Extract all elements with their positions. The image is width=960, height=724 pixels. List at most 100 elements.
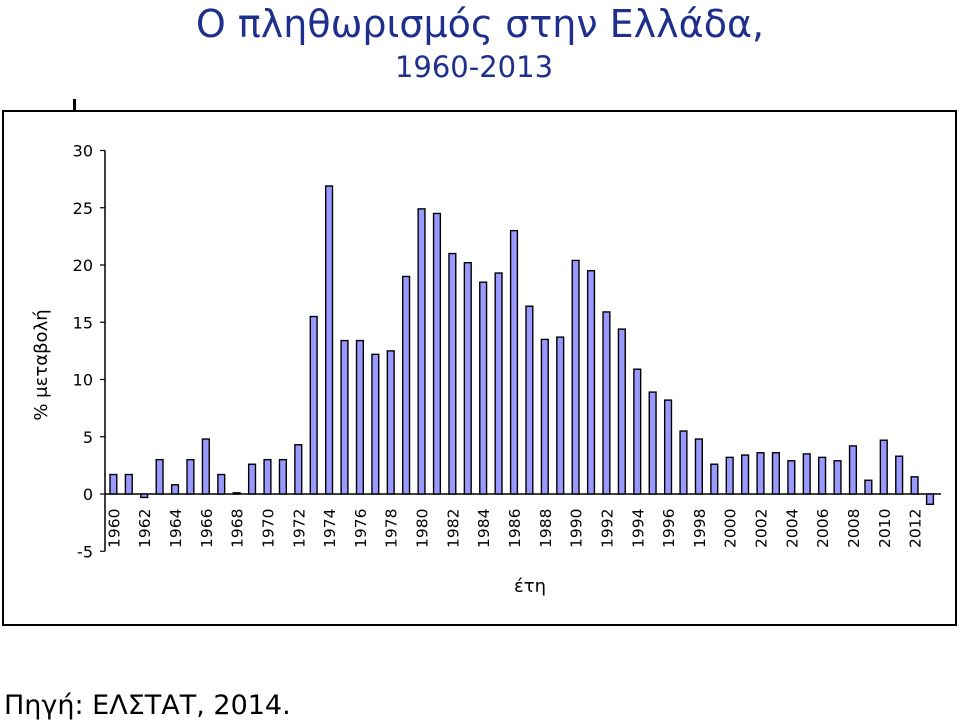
bar-2007 [833, 460, 842, 495]
y-tick-label: 0 [83, 485, 93, 504]
bar-2012 [910, 476, 919, 495]
bar-1996 [663, 399, 673, 495]
bar-1981 [432, 212, 442, 495]
bar-1974 [325, 185, 334, 495]
bar-1998 [694, 438, 703, 495]
x-tick-label: 1990 [568, 509, 586, 548]
x-tick-label: 1976 [352, 509, 370, 548]
y-tick-label: 30 [73, 142, 93, 161]
x-tick-label: 1988 [537, 509, 555, 548]
labels-layer: -5 0 5 10 15 20 25 30 1960 1962 1964 1966 1968 1970 19… [31, 142, 925, 598]
x-tick-label: 1962 [136, 509, 154, 548]
bar-1983 [463, 262, 472, 495]
x-tick-label: 2000 [722, 509, 740, 548]
x-tick-label: 1960 [105, 509, 123, 548]
bar-1979 [402, 275, 411, 495]
bar-1992 [602, 311, 611, 495]
x-tick-label: 2012 [907, 509, 925, 548]
chart-frame: -5 0 5 10 15 20 25 30 1960 1962 1964 1966 1968 1970 19… [2, 110, 957, 626]
x-tick-label: 1992 [598, 509, 616, 548]
x-tick-label: 1986 [506, 509, 524, 548]
bar-1994 [633, 368, 642, 495]
y-tick-label: 20 [73, 256, 93, 275]
bar-2002 [756, 452, 765, 495]
bar-1971 [278, 458, 287, 495]
x-tick-label: 1978 [383, 509, 401, 548]
x-tick-label: 2006 [814, 509, 832, 548]
bar-1984 [479, 281, 488, 495]
bar-1999 [710, 463, 719, 495]
bar-2001 [741, 454, 750, 495]
bar-1961 [124, 473, 133, 495]
bar-1980 [417, 208, 426, 495]
bar-1988 [540, 338, 549, 495]
bar-1985 [494, 272, 503, 495]
bar-1972 [294, 444, 303, 495]
x-tick-label: 1982 [444, 509, 462, 548]
bar-1964 [170, 484, 180, 495]
chart-plot: -5 0 5 10 15 20 25 30 1960 1962 1964 1966 1968 1970 19… [31, 142, 941, 598]
bar-2006 [818, 456, 827, 495]
bar-2008 [848, 445, 858, 495]
bar-2013 [925, 493, 935, 506]
bar-1977 [371, 353, 380, 495]
bar-1978 [386, 350, 395, 495]
bar-1973 [309, 315, 318, 495]
bar-1960 [109, 473, 118, 495]
bar-1995 [648, 391, 657, 495]
x-tick-label: 1998 [691, 509, 709, 548]
chart-subtitle: 1960-2013 [394, 50, 554, 84]
bar-1991 [586, 270, 596, 495]
x-tick-label: 1966 [198, 509, 216, 548]
y-tick-label: 25 [73, 199, 93, 218]
bar-1990 [571, 259, 580, 495]
x-tick-label: 1984 [475, 509, 493, 548]
bar-1986 [509, 229, 519, 495]
x-tick-label: 1974 [321, 509, 339, 548]
bar-1987 [525, 305, 534, 495]
axes-layer [100, 149, 941, 552]
bar-1967 [217, 473, 226, 495]
chart-title: Ο πληθωρισμός στην Ελλάδα, [195, 2, 765, 46]
bar-2010 [879, 439, 888, 495]
y-axis-title: % μεταβολή [31, 309, 52, 420]
bar-1982 [448, 252, 457, 495]
bar-1962 [140, 493, 149, 499]
bar-2009 [864, 479, 873, 495]
x-tick-label: 1964 [167, 509, 185, 548]
bar-2003 [771, 452, 781, 495]
x-tick-label: 1972 [290, 509, 308, 548]
y-tick-label: 5 [83, 428, 93, 447]
y-tick-label: 10 [73, 371, 93, 390]
y-tick-label: -5 [77, 542, 93, 561]
x-tick-label: 2010 [876, 509, 894, 548]
bar-1989 [556, 336, 565, 495]
bar-1965 [186, 458, 195, 495]
bar-1975 [340, 339, 349, 495]
x-tick-label: 1994 [629, 509, 647, 548]
bar-2011 [895, 455, 904, 495]
source-note: Πηγή: ΕΛΣΤΑΤ, 2014. [4, 690, 291, 721]
x-tick-label: 1968 [229, 509, 247, 548]
x-axis-title: έτη [514, 576, 546, 597]
bars-layer [109, 185, 935, 506]
x-tick-label: 1996 [660, 509, 678, 548]
x-tick-label: 2008 [845, 509, 863, 548]
bar-2004 [787, 460, 796, 495]
bar-1993 [617, 328, 626, 495]
bar-1968 [232, 492, 241, 495]
bar-1976 [355, 339, 365, 495]
x-tick-label: 2004 [783, 509, 801, 548]
bar-2000 [725, 456, 734, 495]
bar-1963 [155, 458, 164, 495]
bar-2005 [802, 453, 811, 495]
bar-1970 [263, 458, 272, 495]
x-tick-label: 1970 [259, 509, 277, 548]
y-tick-label: 15 [73, 313, 93, 332]
x-tick-label: 2002 [753, 509, 771, 548]
bar-1997 [679, 430, 688, 495]
decorative-mark [73, 99, 76, 113]
x-tick-label: 1980 [414, 509, 432, 548]
bar-1966 [201, 438, 210, 495]
bar-1969 [247, 463, 257, 495]
